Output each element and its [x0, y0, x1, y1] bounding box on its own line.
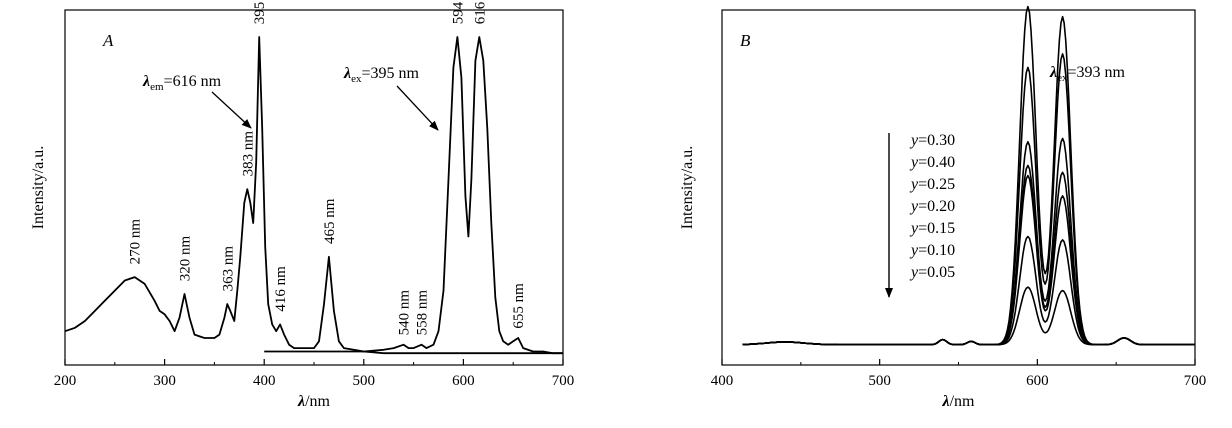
panel-b: 400 500 600 700 y=0.30y=0.40y=0.25y=0.20y=0… [679, 5, 1207, 410]
legend-item-y-0.40: y=0.40 [909, 154, 955, 171]
a-tick-label-200: 200 [54, 373, 77, 389]
legend-item-y-0.15: y=0.15 [909, 220, 955, 237]
peak-label-395: 395 nm [252, 0, 268, 24]
peak-label-540: 540 nm [397, 290, 413, 336]
a-tick-label-600: 600 [452, 373, 475, 389]
peak-label-416: 416 nm [273, 266, 289, 312]
peak-label-363: 363 nm [220, 246, 236, 292]
x-ticks-a: 200 300 400 500 600 700 [54, 359, 575, 389]
annotation-lambda-ex-b: λex=393 nm [1049, 64, 1126, 84]
b-tick-label-600: 600 [1026, 373, 1049, 389]
a-tick-label-400: 400 [253, 373, 276, 389]
y-axis-label-a: Intensity/a.u. [30, 146, 47, 230]
a-tick-label-300: 300 [153, 373, 176, 389]
panel-a: 200 300 400 500 600 700 270 nm 320 nm 363 nm 383… [30, 0, 574, 410]
a-tick-label-700: 700 [552, 373, 575, 389]
b-tick-label-700: 700 [1184, 373, 1207, 389]
peak-label-320: 320 nm [178, 235, 194, 281]
series-group-a [64, 36, 563, 355]
peak-label-594: 594 nm [450, 0, 466, 24]
x-axis-label-a: λ/nm [297, 393, 331, 410]
peak-labels-a: 270 nm 320 nm 363 nm 383 nm 395 nm 416 nm 465 … [128, 0, 527, 335]
b-tick-label-400: 400 [711, 373, 734, 389]
peak-label-270: 270 nm [128, 219, 144, 265]
arrow-lambda-em [211, 91, 252, 129]
series-line-y-0.40 [742, 53, 1195, 346]
b-tick-label-500: 500 [868, 373, 891, 389]
series-line-y-0.15 [742, 174, 1195, 346]
peak-label-558: 558 nm [415, 290, 431, 336]
legend-item-y-0.20: y=0.20 [909, 198, 955, 215]
annotation-lambda-em: λem=616 nm [142, 73, 222, 93]
series-line-y-0.10 [742, 235, 1195, 346]
x-axis-label-b: λ/nm [942, 393, 976, 410]
series-line-y-0.20 [742, 164, 1195, 346]
panel-label-b: B [740, 31, 751, 50]
series-line-y-0.05 [742, 286, 1195, 346]
arrow-lambda-ex [396, 85, 439, 131]
peak-label-465: 465 nm [322, 198, 338, 244]
series-group-b [742, 5, 1195, 346]
series-line-y-0.25 [742, 137, 1195, 346]
peak-label-616: 616 nm [472, 0, 488, 24]
peak-label-655: 655 nm [511, 283, 527, 329]
legend-item-y-0.10: y=0.10 [909, 242, 955, 259]
plot-frame-a [64, 9, 564, 366]
series-line-excitation [64, 36, 563, 355]
legend-b: y=0.30 y=0.40 y=0.25 y=0.20 y=0.15 y=0.10 y=0.… [909, 132, 955, 281]
x-ticks-b: 400 500 600 700 [711, 359, 1207, 389]
peak-label-383: 383 nm [240, 131, 256, 177]
annotation-lambda-ex: λex=395 nm [343, 65, 420, 85]
series-line-emission [264, 36, 563, 355]
y-axis-label-b: Intensity/a.u. [679, 146, 696, 230]
a-tick-label-500: 500 [353, 373, 376, 389]
series-line-y-0.30 [742, 5, 1195, 346]
panel-label-a: A [102, 31, 114, 50]
legend-item-y-0.30: y=0.30 [909, 132, 955, 149]
legend-item-y-0.05: y=0.05 [909, 264, 955, 281]
legend-item-y-0.25: y=0.25 [909, 176, 955, 193]
